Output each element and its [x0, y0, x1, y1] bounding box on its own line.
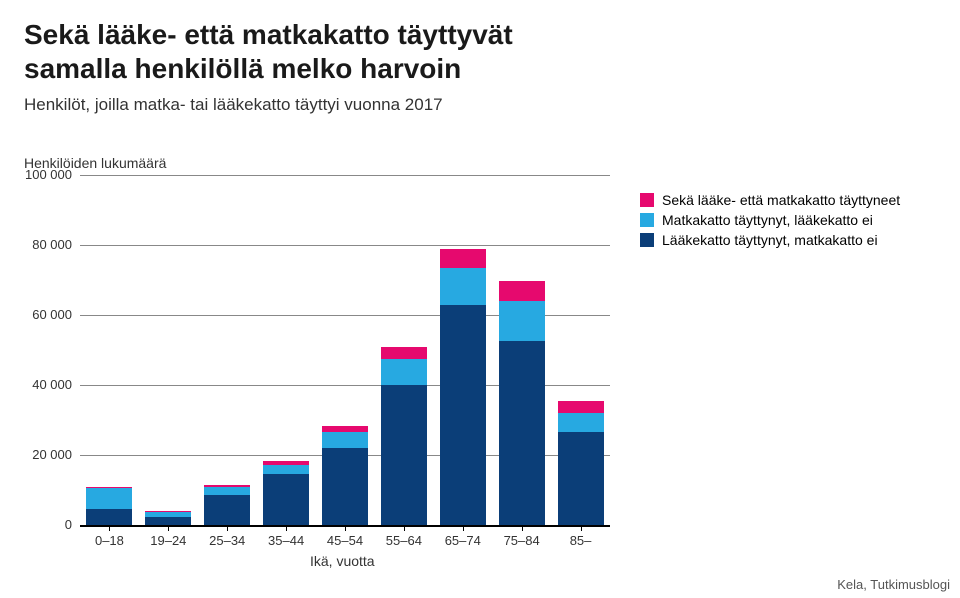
bar-segment-matka_only	[381, 359, 427, 385]
legend-item: Lääkekatto täyttynyt, matkakatto ei	[640, 232, 900, 248]
legend-label: Matkakatto täyttynyt, lääkekatto ei	[662, 212, 873, 228]
legend-swatch	[640, 233, 654, 247]
y-tick-label: 20 000	[20, 447, 72, 462]
bar-segment-both	[558, 401, 604, 413]
legend-label: Sekä lääke- että matkakatto täyttyneet	[662, 192, 900, 208]
grid-line	[80, 245, 610, 246]
bar-group	[440, 249, 486, 526]
bar-segment-matka_only	[440, 268, 486, 305]
bar-segment-matka_only	[322, 432, 368, 448]
x-tick	[286, 525, 287, 531]
x-tick	[168, 525, 169, 531]
x-axis-title: Ikä, vuotta	[310, 553, 375, 569]
y-tick-label: 0	[20, 517, 72, 532]
x-tick	[581, 525, 582, 531]
x-tick-label: 0–18	[95, 533, 124, 548]
x-tick	[522, 525, 523, 531]
bar-segment-matka_only	[558, 413, 604, 432]
x-tick-label: 19–24	[150, 533, 186, 548]
x-tick	[404, 525, 405, 531]
y-tick-label: 100 000	[20, 167, 72, 182]
bar-group	[558, 401, 604, 525]
bar-segment-both	[499, 281, 545, 301]
bar-segment-both	[381, 347, 427, 359]
x-tick	[463, 525, 464, 531]
y-tick-label: 60 000	[20, 307, 72, 322]
bar-segment-laake_only	[263, 474, 309, 525]
x-tick-label: 55–64	[386, 533, 422, 548]
legend-item: Matkakatto täyttynyt, lääkekatto ei	[640, 212, 900, 228]
bar-segment-laake_only	[381, 385, 427, 525]
y-tick-label: 80 000	[20, 237, 72, 252]
bar-segment-matka_only	[263, 465, 309, 474]
bar-group	[381, 347, 427, 526]
bar-segment-laake_only	[558, 432, 604, 525]
bar-segment-laake_only	[440, 305, 486, 526]
x-tick-label: 85–	[570, 533, 592, 548]
bar-segment-laake_only	[499, 341, 545, 525]
bar-segment-matka_only	[86, 488, 132, 509]
x-tick	[227, 525, 228, 531]
bar-group	[322, 426, 368, 525]
bar-segment-laake_only	[204, 495, 250, 525]
x-tick	[109, 525, 110, 531]
source-credit: Kela, Tutkimusblogi	[837, 577, 950, 592]
bar-segment-matka_only	[499, 301, 545, 341]
legend-swatch	[640, 213, 654, 227]
bar-segment-matka_only	[204, 487, 250, 495]
chart-title: Sekä lääke- että matkakatto täyttyvät sa…	[0, 0, 960, 85]
x-tick-label: 25–34	[209, 533, 245, 548]
bar-group	[145, 511, 191, 525]
legend-item: Sekä lääke- että matkakatto täyttyneet	[640, 192, 900, 208]
legend: Sekä lääke- että matkakatto täyttyneet Ma…	[640, 192, 900, 252]
title-line-1: Sekä lääke- että matkakatto täyttyvät	[24, 19, 513, 50]
legend-swatch	[640, 193, 654, 207]
grid-line	[80, 175, 610, 176]
x-tick-label: 75–84	[504, 533, 540, 548]
bar-segment-laake_only	[145, 517, 191, 525]
title-line-2: samalla henkilöllä melko harvoin	[24, 53, 461, 84]
bar-group	[86, 487, 132, 525]
bar-group	[499, 281, 545, 525]
bar-segment-laake_only	[86, 509, 132, 525]
chart-subtitle: Henkilöt, joilla matka- tai lääkekatto t…	[0, 85, 960, 115]
bar-group	[204, 485, 250, 525]
legend-label: Lääkekatto täyttynyt, matkakatto ei	[662, 232, 878, 248]
x-tick-label: 35–44	[268, 533, 304, 548]
x-tick	[345, 525, 346, 531]
y-tick-label: 40 000	[20, 377, 72, 392]
bar-segment-both	[440, 249, 486, 268]
x-tick-label: 65–74	[445, 533, 481, 548]
bar-group	[263, 461, 309, 525]
plot-area	[80, 175, 610, 525]
bar-segment-laake_only	[322, 448, 368, 525]
x-tick-label: 45–54	[327, 533, 363, 548]
